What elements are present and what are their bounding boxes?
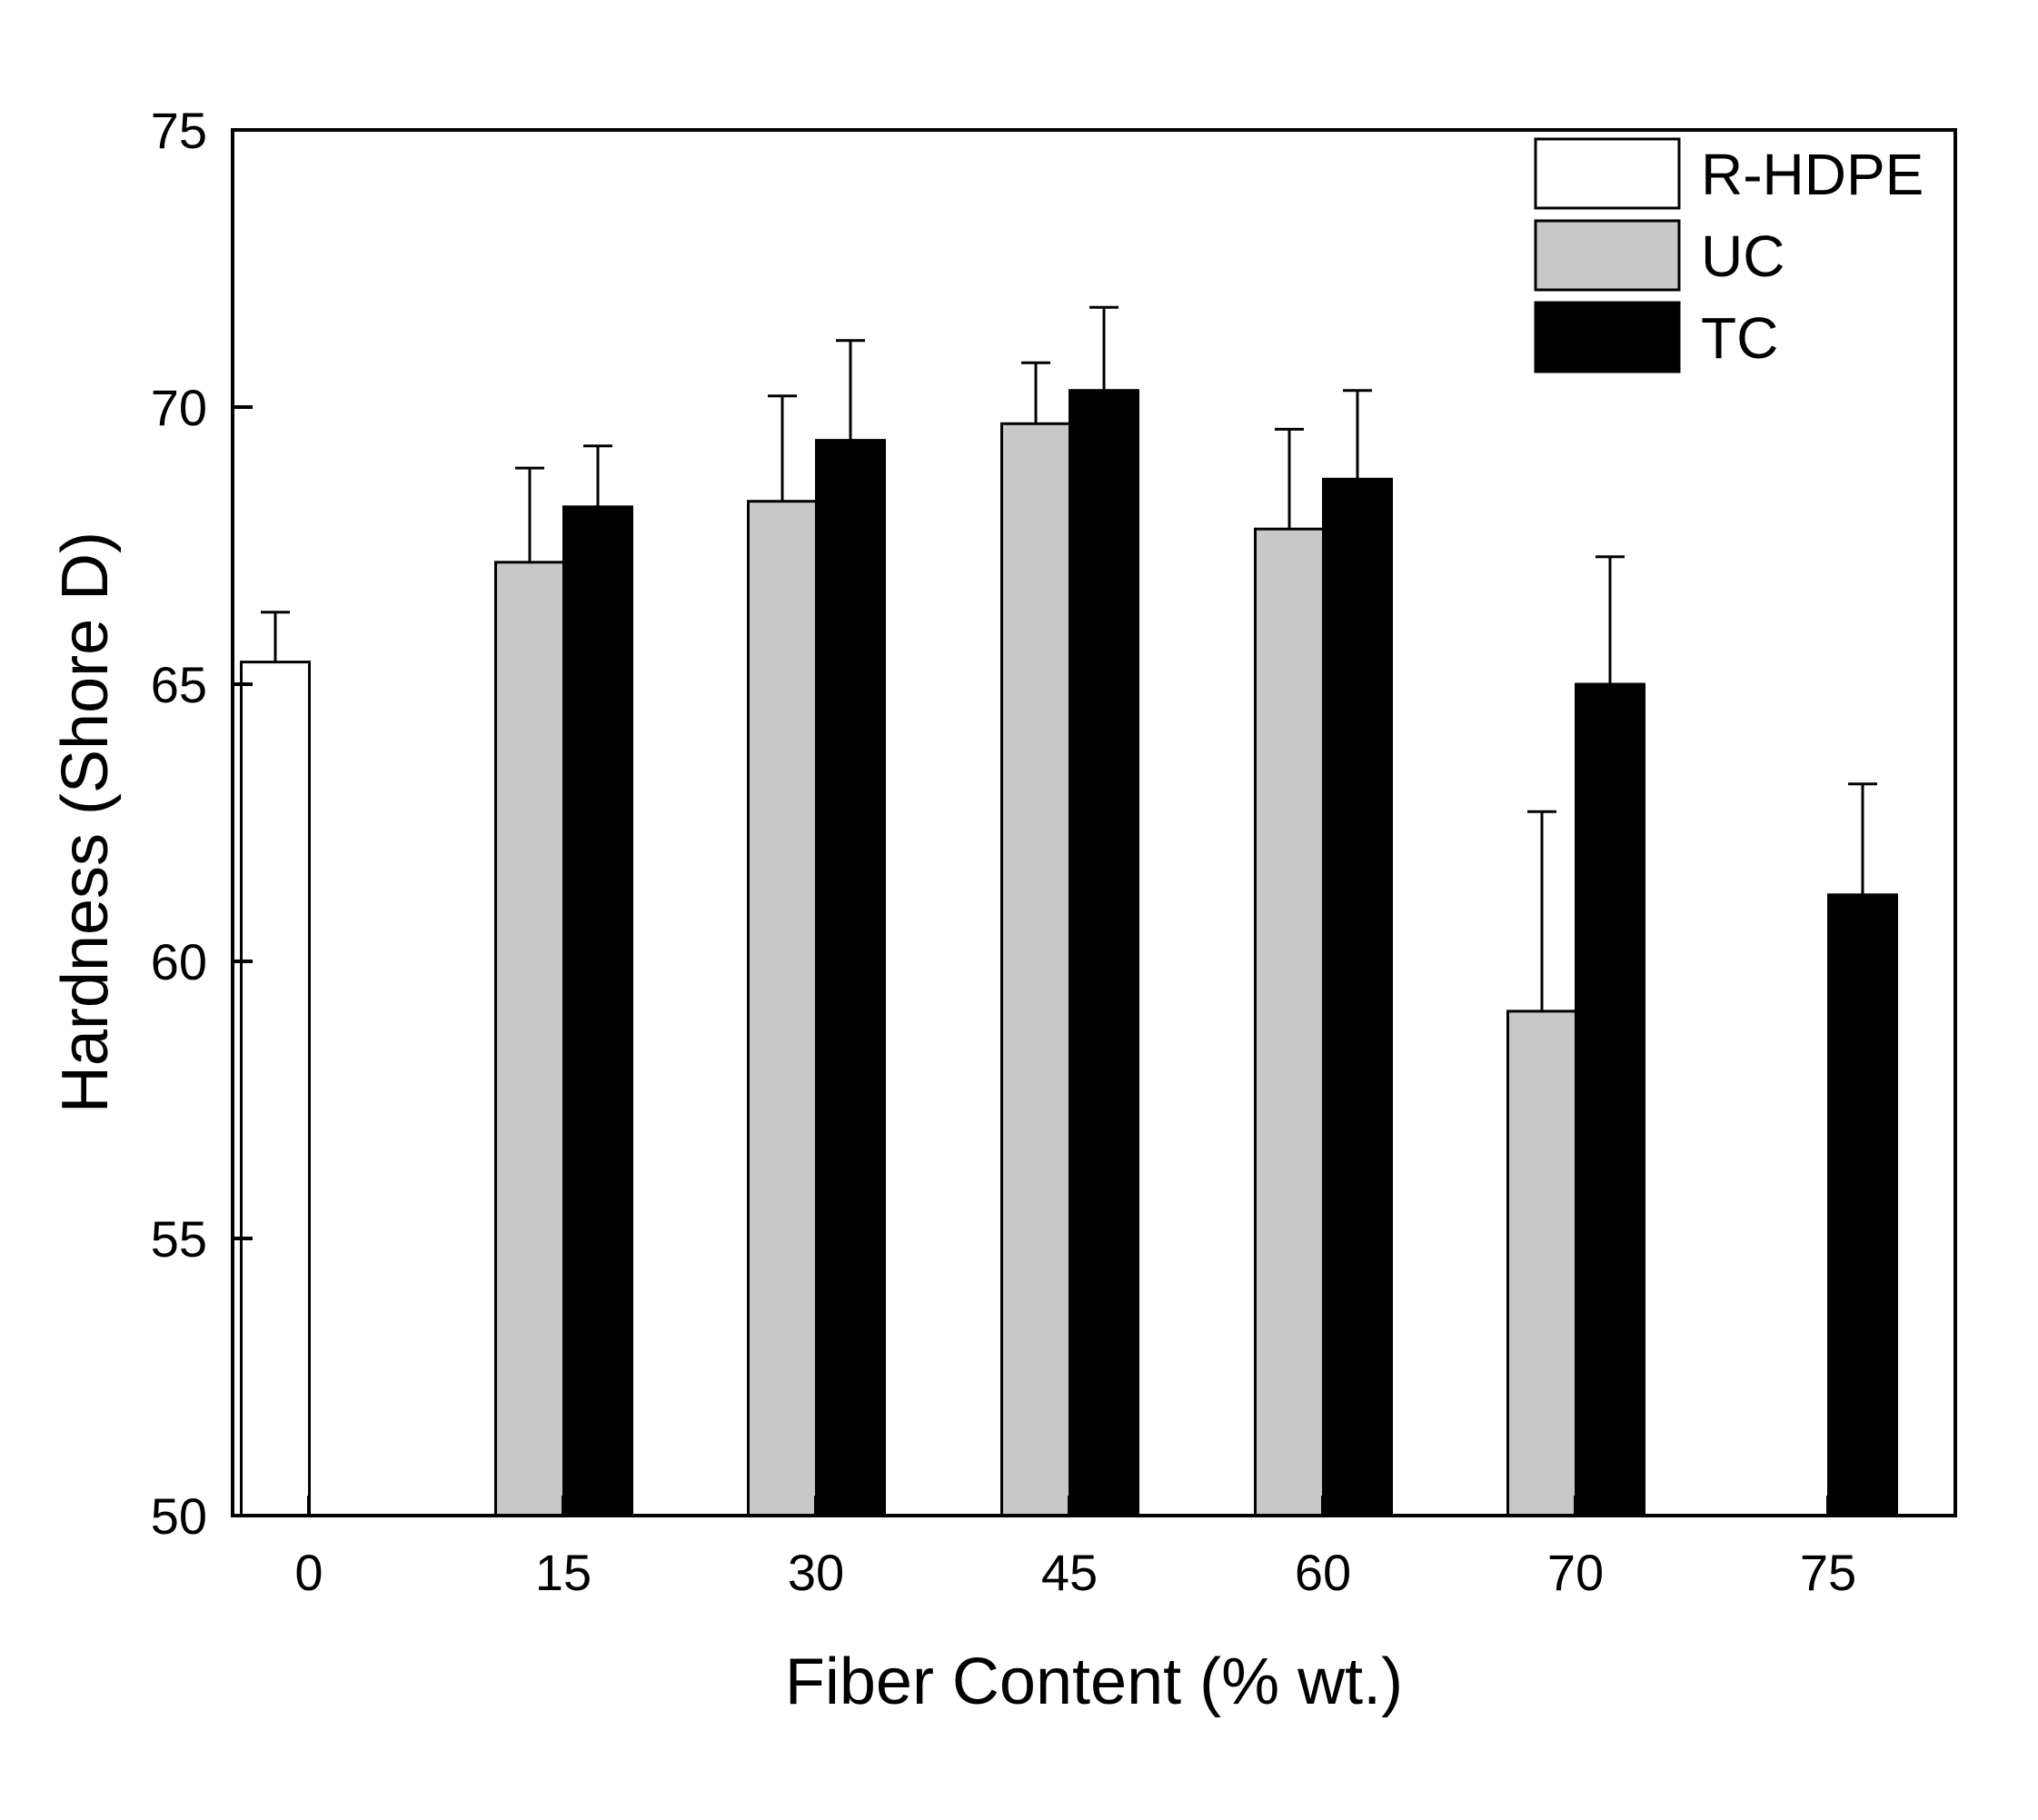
x-tick-label-0: 0 [294, 1544, 323, 1601]
bar-tc-75 [1827, 893, 1898, 1517]
x-tick-label-60: 60 [1295, 1544, 1351, 1601]
bar-tc-45 [1069, 389, 1139, 1517]
x-axis-title: Fiber Content (% wt.) [785, 1646, 1403, 1718]
x-tick-label-75: 75 [1800, 1544, 1856, 1601]
y-axis: 50 55 60 65 70 75 [151, 102, 253, 1545]
legend-swatch-uc [1534, 219, 1681, 292]
legend-label-uc: UC [1701, 224, 1784, 289]
legend: R-HDPE UC TC [1534, 137, 1924, 373]
y-tick-label-65: 65 [151, 656, 207, 713]
y-axis-title: Hardness (Shore D) [49, 532, 122, 1113]
error-bars-layer [261, 305, 1877, 1011]
x-axis: 0 15 30 45 60 70 75 [294, 1496, 1856, 1601]
legend-label-r-hdpe: R-HDPE [1701, 142, 1924, 207]
bar-uc-45 [1000, 422, 1071, 1517]
bar-tc-60 [1322, 477, 1393, 1517]
legend-swatch-r-hdpe [1534, 137, 1681, 210]
y-tick-label-50: 50 [151, 1487, 207, 1545]
y-tick-label-75: 75 [151, 102, 207, 159]
bar-uc-30 [747, 500, 818, 1517]
x-tick-label-30: 30 [788, 1544, 844, 1601]
y-tick-label-70: 70 [151, 379, 207, 436]
legend-swatch-tc [1534, 301, 1681, 373]
y-tick-label-60: 60 [151, 933, 207, 990]
bar-tc-30 [815, 439, 886, 1517]
bar-uc-60 [1254, 527, 1325, 1517]
bar-r-hdpe-0 [240, 661, 311, 1517]
y-tick-label-55: 55 [151, 1210, 207, 1268]
x-tick-label-70: 70 [1547, 1544, 1604, 1601]
legend-label-tc: TC [1701, 305, 1778, 371]
bars-layer [240, 389, 1898, 1517]
x-tick-label-15: 15 [535, 1544, 592, 1601]
bar-uc-15 [494, 561, 565, 1517]
bar-uc-70 [1506, 1009, 1577, 1517]
plot-frame [231, 128, 1957, 1517]
bar-tc-70 [1575, 682, 1645, 1517]
bar-tc-15 [562, 505, 633, 1517]
x-tick-label-45: 45 [1041, 1544, 1098, 1601]
